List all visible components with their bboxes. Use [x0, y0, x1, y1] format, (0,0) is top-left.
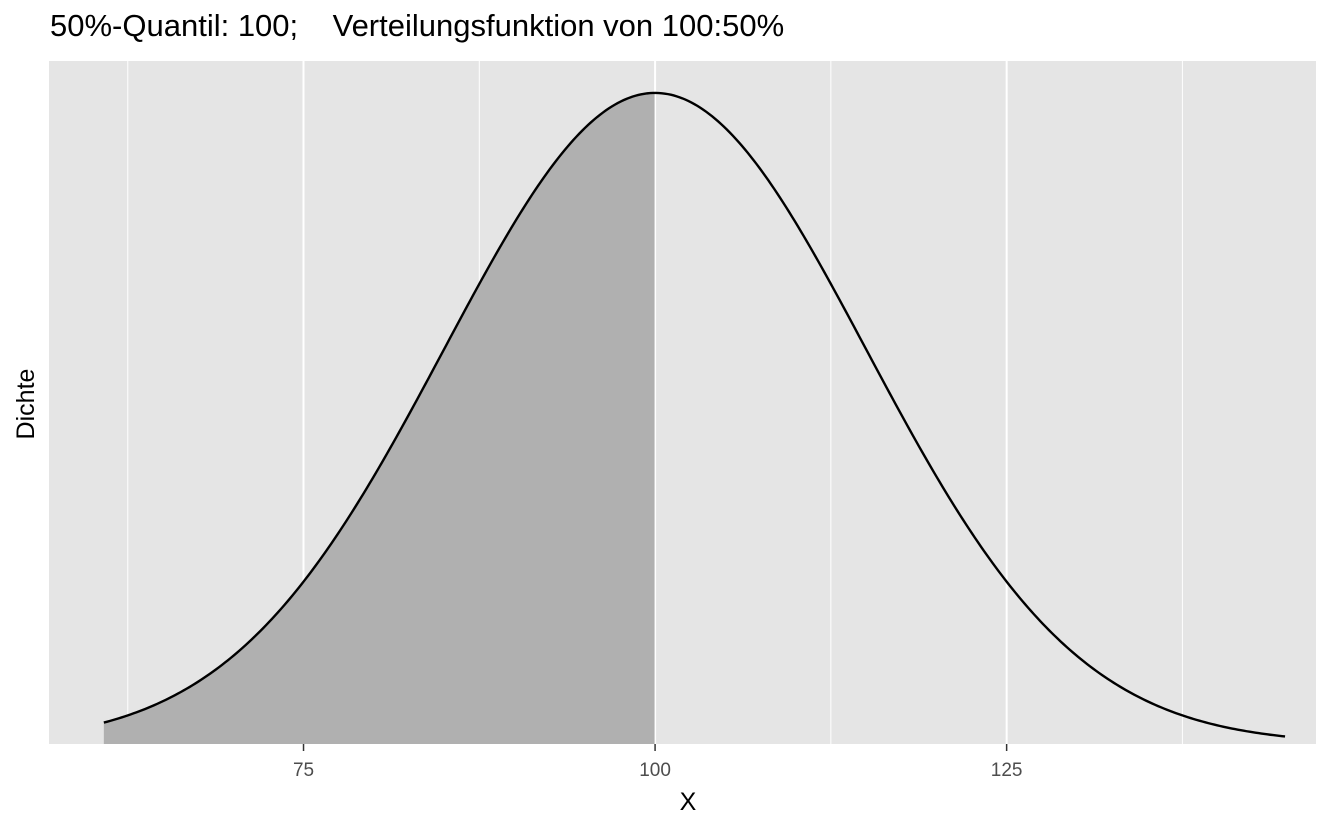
- x-tick-label: 125: [991, 760, 1023, 781]
- shaded-area: [103, 92, 656, 745]
- density-curve: [103, 91, 1286, 738]
- x-axis-ticks: 75 100 125: [293, 744, 1023, 781]
- x-tick-label: 75: [293, 760, 314, 781]
- x-axis-title: X: [680, 788, 697, 816]
- plot-panel: [49, 61, 1316, 744]
- chart-title: 50%-Quantil: 100; Verteilungsfunktion vo…: [50, 8, 785, 43]
- y-axis-title: Dichte: [12, 369, 40, 440]
- x-tick-label: 100: [639, 760, 671, 781]
